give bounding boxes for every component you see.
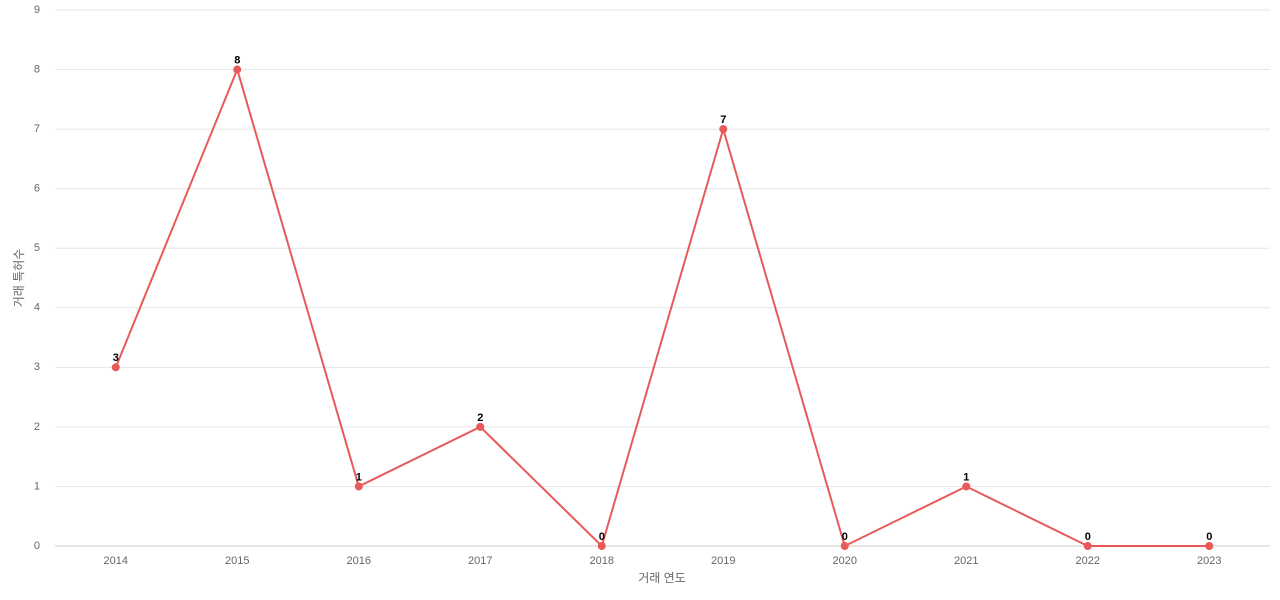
point [840, 542, 849, 550]
x-tick-label: 2020 [833, 555, 857, 567]
y-tick-label: 9 [34, 4, 40, 16]
value-label: 0 [1085, 531, 1091, 543]
value-label: 0 [599, 531, 605, 543]
x-tick-label: 2017 [468, 555, 492, 567]
y-tick-label: 8 [34, 63, 40, 75]
point [1205, 542, 1214, 550]
point [476, 422, 485, 431]
value-label: 3 [113, 352, 119, 364]
value-label: 8 [234, 54, 240, 66]
x-tick-label: 2014 [104, 555, 128, 567]
y-tick-label: 3 [34, 361, 40, 373]
point [111, 363, 120, 372]
y-tick-label: 1 [34, 480, 40, 492]
point [354, 482, 363, 491]
line [114, 66, 1210, 548]
x-tick-label: 2021 [954, 555, 978, 567]
value-label: 0 [842, 531, 848, 543]
point [597, 542, 606, 550]
y-tick-label: 6 [34, 183, 40, 195]
x-tick-label: 2015 [225, 555, 249, 567]
point [233, 65, 242, 74]
value-label: 1 [963, 471, 969, 483]
y-tick-label: 0 [34, 540, 40, 552]
x-tick-label: 2016 [347, 555, 371, 567]
y-tick-label: 5 [34, 242, 40, 254]
y-axis-title: 거래 특허수 [12, 249, 26, 308]
point [1083, 542, 1092, 550]
x-tick-label: 2022 [1076, 555, 1100, 567]
x-tick-label: 2023 [1197, 555, 1221, 567]
value-label: 2 [477, 412, 483, 424]
value-label: 7 [720, 114, 726, 126]
y-tick-label: 7 [34, 123, 40, 135]
y-tick-label: 4 [34, 302, 40, 314]
point [719, 125, 728, 134]
x-tick-label: 2019 [711, 555, 735, 567]
x-tick-label: 2018 [590, 555, 614, 567]
point [962, 482, 971, 491]
value-label: 1 [356, 471, 362, 483]
y-tick-label: 2 [34, 421, 40, 433]
x-axis-title: 거래 연도 [638, 571, 686, 585]
value-label: 0 [1206, 531, 1212, 543]
